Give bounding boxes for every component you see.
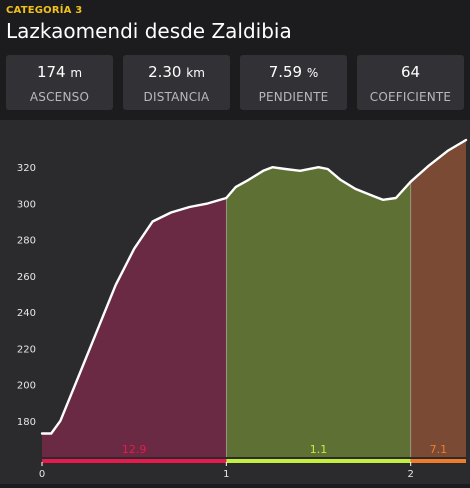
stat-label: PENDIENTE [258, 90, 329, 104]
segment-area-1 [226, 167, 411, 457]
stat-ascent: 174 m ASCENSO [6, 55, 113, 110]
segment-area-2 [410, 140, 466, 457]
x-tick-label: 0 [39, 469, 45, 480]
stat-unit: m [70, 66, 83, 80]
stat-coefficient: 64 COEFICIENTE [357, 55, 464, 110]
gradient-label-1: 1.1 [310, 443, 328, 456]
stat-value: 174 [36, 63, 66, 81]
stat-label: DISTANCIA [143, 90, 210, 104]
gradient-bar-2 [410, 459, 466, 463]
y-tick-label: 180 [17, 417, 36, 428]
climb-header: CATEGORÍA 3 Lazkaomendi desde Zaldibia 1… [0, 0, 470, 120]
stat-value: 64 [400, 63, 421, 81]
gradient-label-0: 12.9 [122, 443, 147, 456]
x-tick-label: 1 [223, 469, 229, 480]
gradient-label-2: 7.1 [430, 443, 448, 456]
segment-area-0 [42, 198, 227, 457]
y-tick-label: 240 [17, 308, 36, 319]
y-tick-label: 200 [17, 381, 36, 392]
y-tick-label: 260 [17, 272, 36, 283]
stat-value: 7.59 [268, 63, 303, 81]
stat-label: COEFICIENTE [369, 90, 452, 104]
stat-distance: 2.30 km DISTANCIA [123, 55, 230, 110]
stat-value: 2.30 [148, 63, 182, 81]
category-label: CATEGORÍA 3 [6, 5, 83, 16]
stat-gradient: 7.59 % PENDIENTE [240, 55, 347, 110]
elevation-profile-line [40, 138, 468, 435]
climb-title: Lazkaomendi desde Zaldibia [6, 19, 292, 43]
x-tick-label: 2 [408, 469, 414, 480]
y-tick-label: 300 [17, 199, 36, 210]
stat-label: ASCENSO [29, 90, 90, 104]
stat-unit: km [186, 66, 205, 80]
y-tick-label: 220 [17, 344, 36, 355]
gradient-bar-1 [226, 459, 411, 463]
elevation-profile-svg: 180 200 220 240 260 280 300 320 12.9 1.1 7.1 0 1 2 [17, 138, 468, 480]
y-tick-label: 280 [17, 236, 36, 247]
elevation-profile-chart: 180 200 220 240 260 280 300 320 12.9 1.1 7.1 0 1 2 [0, 120, 470, 484]
gradient-bar-0 [42, 459, 227, 463]
stat-unit: % [306, 66, 319, 80]
y-tick-label: 320 [17, 163, 36, 174]
